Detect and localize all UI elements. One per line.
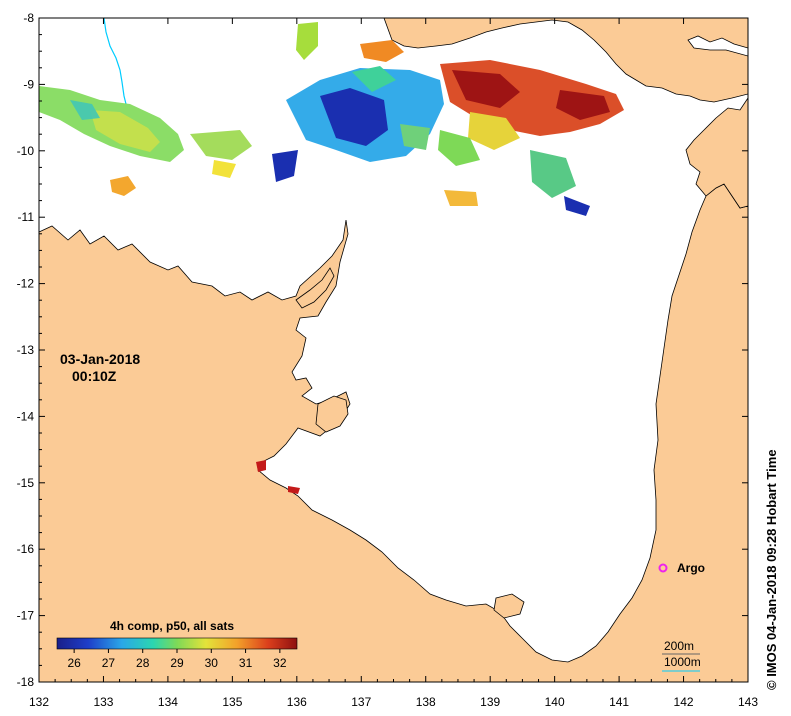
- island-groote: [315, 395, 349, 433]
- sst-patch-east-green: [438, 130, 480, 166]
- sst-patch-west-cool: [70, 100, 100, 120]
- isobath-1000-label: 1000m: [664, 655, 701, 669]
- sst-data: [39, 22, 624, 494]
- colorbar-tick-label: 32: [273, 656, 287, 670]
- sst-patch-north-green: [296, 22, 318, 60]
- argo-marker[interactable]: Argo: [658, 561, 706, 575]
- colorbar-tick-label: 29: [170, 656, 184, 670]
- time-label: 00:10Z: [72, 368, 117, 384]
- colorbar-tick-label: 26: [67, 656, 81, 670]
- x-tick-label: 134: [158, 695, 178, 709]
- y-tick-label: -9: [23, 77, 34, 91]
- sst-patch-coast-red-2: [288, 486, 300, 494]
- island-mornington: [493, 593, 525, 619]
- y-tick-label: -16: [17, 542, 35, 556]
- x-tick-label: 140: [545, 695, 565, 709]
- y-tick-label: -11: [18, 210, 35, 224]
- y-tick-label: -12: [17, 277, 35, 291]
- sst-patch-yellow: [212, 160, 236, 178]
- land-new-guinea: [383, 17, 749, 103]
- y-tick-label: -17: [17, 609, 35, 623]
- river: [103, 17, 127, 105]
- sst-patch-coast-red: [256, 460, 266, 472]
- colorbar-tick-label: 27: [102, 656, 116, 670]
- sst-patch-green-center: [352, 66, 396, 92]
- sst-patch-cold-core: [320, 88, 388, 146]
- colorbar-tick-label: 31: [239, 656, 253, 670]
- x-axis: 132 133 134 135 136 137 138 139 140 141 142 143: [29, 18, 758, 709]
- sst-patch-east-yellow: [468, 112, 520, 150]
- sst-patch-orange-north: [360, 40, 404, 62]
- x-tick-label: 133: [93, 695, 113, 709]
- x-tick-label: 132: [29, 695, 49, 709]
- y-tick-label: -14: [17, 409, 35, 423]
- isobath-200-label: 200m: [664, 639, 694, 653]
- x-tick-label: 137: [351, 695, 371, 709]
- sst-patch-hot-core-2: [556, 90, 610, 120]
- date-label: 03-Jan-2018: [60, 351, 140, 367]
- sst-patch-west-orange: [110, 176, 136, 196]
- sst-patch-east-blue: [564, 196, 590, 216]
- colorbar-title: 4h comp, p50, all sats: [110, 619, 234, 633]
- isobath-legend: 200m 1000m: [662, 639, 701, 672]
- x-tick-label: 135: [222, 695, 242, 709]
- x-tick-label: 139: [480, 695, 500, 709]
- sst-patch-mid-west: [190, 130, 252, 160]
- sst-patch-mid-green: [400, 124, 430, 150]
- y-tick-label: -8: [23, 11, 34, 25]
- x-tick-label: 142: [674, 695, 694, 709]
- credit-text: © IMOS 04-Jan-2018 09:28 Hobart Time: [764, 449, 779, 690]
- x-tick-label: 138: [416, 695, 436, 709]
- argo-label: Argo: [677, 561, 705, 575]
- sst-patch-west-warm: [90, 110, 160, 152]
- x-tick-label: 141: [609, 695, 629, 709]
- sst-patch-east-green-2: [530, 150, 576, 198]
- x-tick-label: 143: [738, 695, 758, 709]
- y-tick-label: -13: [17, 343, 35, 357]
- land-cape-york: [685, 96, 749, 209]
- colorbar-tick-label: 30: [205, 656, 219, 670]
- sst-patch-cold-speck: [272, 150, 298, 182]
- island-wessel: [295, 267, 335, 309]
- colorbar-tick-label: 28: [136, 656, 150, 670]
- y-tick-label: -10: [17, 144, 35, 158]
- colorbar-ticks: 26 27 28 29 30 31 32: [67, 649, 287, 670]
- y-tick-label: -15: [17, 476, 35, 490]
- y-tick-label: -18: [17, 675, 35, 689]
- colorbar: 4h comp, p50, all sats 26 27 28 29 30 31 32: [56, 619, 298, 670]
- sst-patch-south-orange: [444, 190, 478, 206]
- y-axis: -8 -9 -10 -11 -12 -13 -14 -15 -16 -17 -18: [17, 11, 748, 689]
- sst-patch-hot-core: [452, 70, 520, 108]
- x-tick-label: 136: [287, 695, 307, 709]
- argo-marker-symbol[interactable]: [658, 563, 668, 573]
- colorbar-gradient: [56, 637, 298, 650]
